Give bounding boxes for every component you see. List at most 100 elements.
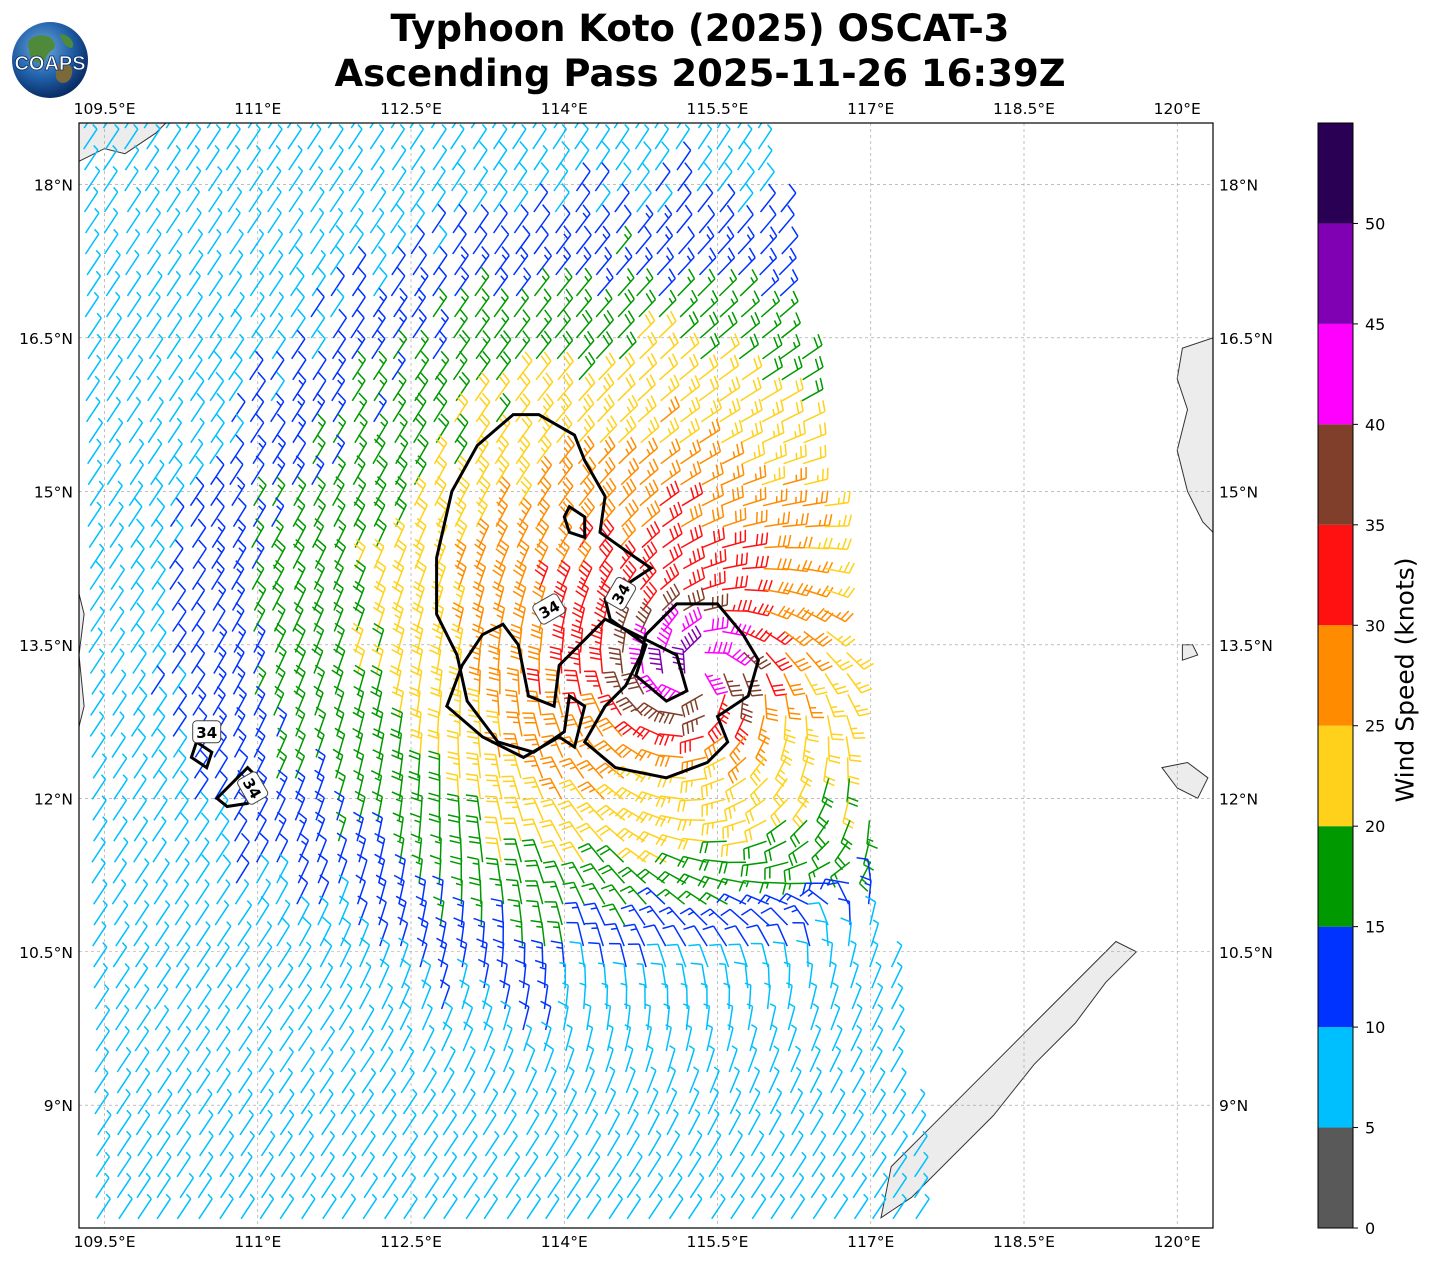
wind-barb — [195, 1067, 211, 1094]
wind-barb — [578, 962, 587, 989]
wind-barb — [439, 979, 451, 1010]
wind-barb — [188, 228, 204, 255]
wind-barb — [235, 748, 249, 779]
wind-barb — [667, 1045, 676, 1073]
wind-barb — [402, 1088, 418, 1115]
wind-barb — [579, 862, 606, 884]
wind-barb — [349, 207, 364, 234]
wind-barb — [706, 1024, 714, 1052]
wind-barb — [415, 434, 429, 465]
wind-barb — [276, 769, 288, 800]
wind-barb — [442, 1109, 458, 1136]
wind-barb — [252, 497, 267, 527]
wind-barb — [231, 643, 245, 674]
wind-barb — [535, 288, 552, 318]
wind-barb — [292, 350, 307, 381]
wind-barb — [522, 776, 544, 800]
wind-barb — [403, 1130, 419, 1157]
wind-barb — [310, 228, 325, 255]
wind-barb — [292, 413, 307, 444]
wind-barb — [475, 392, 491, 423]
wind-barb — [91, 732, 106, 758]
wind-barb — [410, 165, 426, 192]
wind-barb — [333, 601, 344, 632]
wind-barb — [430, 834, 442, 863]
wind-barb — [721, 529, 747, 549]
wind-barb — [534, 162, 550, 192]
wind-barb — [292, 434, 307, 465]
wind-barb — [709, 1172, 725, 1199]
wind-barb — [168, 354, 183, 381]
wind-barb — [126, 375, 142, 402]
wind-barb — [321, 1109, 336, 1136]
wind-barb — [530, 919, 546, 947]
wind-barb — [236, 983, 251, 1010]
wind-barb — [291, 455, 305, 486]
wind-barb — [472, 124, 488, 150]
wind-barb — [165, 165, 180, 192]
wind-barb — [588, 941, 605, 968]
land-lubang — [1181, 644, 1199, 661]
wind-barb — [681, 693, 704, 718]
wind-barb — [372, 601, 386, 632]
wind-barb — [523, 733, 544, 758]
wind-barb — [598, 864, 626, 884]
wind-barb — [117, 1151, 132, 1178]
wind-barb — [208, 270, 224, 297]
wind-barb — [769, 1087, 783, 1115]
wind-barb — [289, 207, 304, 234]
wind-barb — [601, 903, 626, 926]
colorbar-tick-label: 5 — [1365, 1119, 1375, 1138]
wind-barb — [699, 290, 719, 318]
wind-barb — [111, 732, 126, 758]
lat-tick-right: 16.5°N — [1219, 330, 1273, 348]
wind-barb — [512, 246, 529, 276]
wind-barb — [443, 1130, 459, 1157]
wind-barb — [831, 1024, 843, 1052]
wind-barb — [399, 982, 411, 1010]
wind-barb — [477, 958, 490, 989]
wind-barb — [742, 464, 767, 486]
wind-barb — [688, 1108, 701, 1136]
wind-barb — [635, 868, 666, 884]
wind-barb — [353, 664, 366, 695]
wind-barb — [769, 1172, 785, 1199]
wind-barb — [278, 1130, 293, 1157]
wind-barb — [452, 225, 467, 255]
wind-barb — [228, 249, 244, 276]
wind-barb — [338, 895, 350, 926]
wind-barb — [271, 518, 284, 548]
wind-barb — [309, 123, 315, 129]
wind-barb — [190, 497, 205, 528]
wind-barb — [824, 514, 853, 528]
wind-barb — [253, 685, 266, 716]
wind-barb — [577, 414, 596, 444]
wind-barb — [375, 874, 387, 905]
wind-barb — [810, 1172, 826, 1199]
wind-barb — [209, 371, 225, 402]
wind-barb — [357, 895, 368, 926]
wind-barb — [741, 355, 763, 381]
wind-barb — [188, 354, 203, 381]
wind-barb — [503, 1109, 517, 1136]
wind-barb — [483, 1151, 498, 1178]
wind-barb — [307, 124, 322, 150]
wind-barb — [395, 496, 407, 527]
wind-barb — [411, 854, 424, 884]
wind-barb — [494, 225, 510, 255]
wind-barb — [195, 854, 210, 884]
wind-barb — [513, 204, 529, 234]
wind-barb — [254, 811, 267, 842]
lat-tick-left: 12°N — [34, 790, 73, 808]
wind-barb — [339, 983, 353, 1010]
wind-barb — [155, 941, 170, 968]
wind-barb — [176, 1151, 191, 1178]
wind-barb — [414, 371, 429, 402]
wind-barb — [781, 355, 803, 381]
wind-barb — [212, 581, 227, 611]
wind-barb — [115, 921, 130, 947]
wind-barb — [84, 207, 100, 234]
wind-barb — [626, 1108, 639, 1136]
lat-tick-right: 13.5°N — [1219, 637, 1273, 655]
